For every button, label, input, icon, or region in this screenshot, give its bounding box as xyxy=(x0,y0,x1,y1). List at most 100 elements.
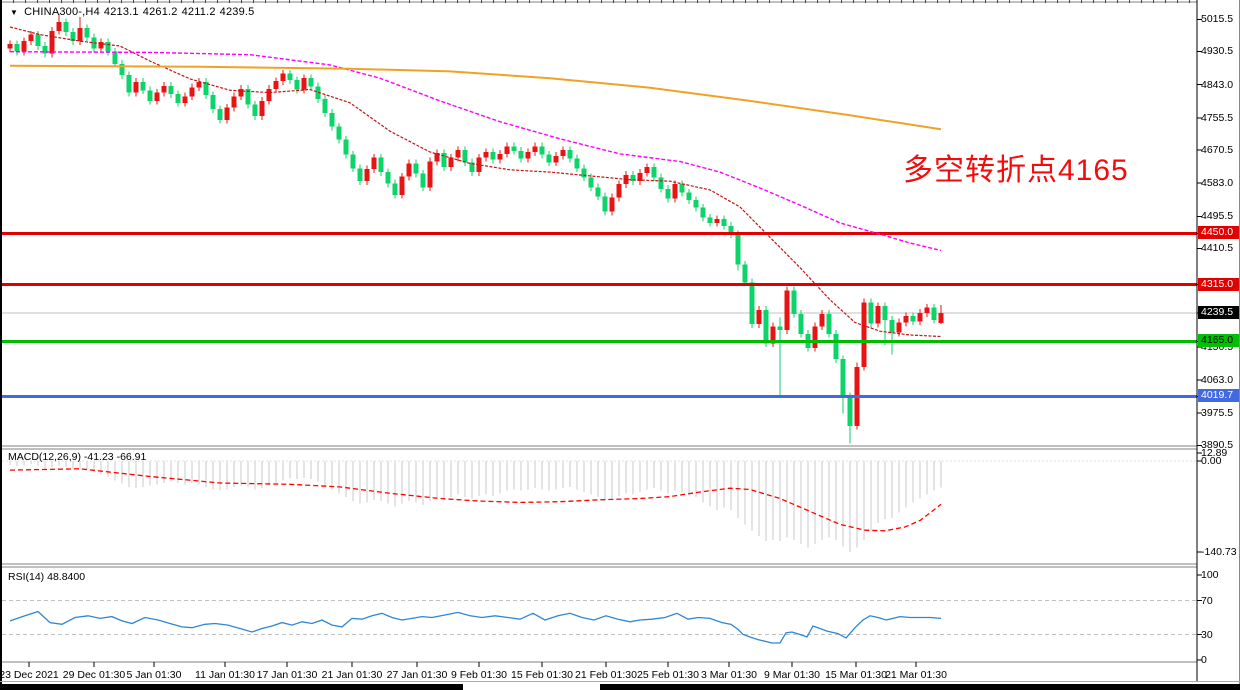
candle-body xyxy=(679,184,685,193)
candle-body xyxy=(700,207,706,218)
price-axis-label: 5015.5 xyxy=(1201,13,1234,26)
candle-body xyxy=(742,264,748,283)
candle-body xyxy=(630,174,636,182)
date-label: 29 Dec 01:30 xyxy=(62,669,126,681)
candle-body xyxy=(329,113,335,127)
candle-body xyxy=(525,152,531,159)
chart-header: ▼ CHINA300-,H4 4213.1 4261.2 4211.2 4239… xyxy=(10,6,255,18)
candle-body xyxy=(168,85,174,95)
candle-body xyxy=(434,153,440,162)
footer-strip-segment xyxy=(600,684,1240,690)
candle-body xyxy=(504,146,510,154)
candle-body xyxy=(497,153,503,160)
candle-body xyxy=(490,152,496,160)
footer-divider xyxy=(0,681,1240,682)
text-annotation[interactable]: 多空转折点4165 xyxy=(903,154,1129,187)
candle-body xyxy=(266,88,272,101)
candle-body xyxy=(322,99,328,114)
candle-body xyxy=(791,290,797,314)
candle-body xyxy=(672,184,678,199)
candle-body xyxy=(812,326,818,348)
candle-body xyxy=(861,302,867,367)
candle-body xyxy=(56,22,62,31)
candle-body xyxy=(448,157,454,168)
footer-strip-segment xyxy=(0,684,463,690)
ohlc-low: 4211.2 xyxy=(181,6,216,18)
candle-body xyxy=(259,100,265,117)
price-badge-4450.0: 4450.0 xyxy=(1198,226,1239,240)
candle-body xyxy=(84,28,90,38)
macd-main-value: -41.23 xyxy=(83,451,114,463)
candle-body xyxy=(245,88,251,105)
candle-body xyxy=(658,177,664,189)
candle-body xyxy=(588,177,594,188)
candle-body xyxy=(847,396,853,426)
candle-body xyxy=(210,95,216,110)
candle-body xyxy=(609,197,615,212)
price-badge-4315.0: 4315.0 xyxy=(1198,277,1239,291)
candle-body xyxy=(910,316,916,322)
candle-body xyxy=(455,150,461,158)
candle-body xyxy=(532,146,538,153)
candle-body xyxy=(21,41,27,52)
candle-body xyxy=(483,152,489,158)
macd-axis-label: 12.89 xyxy=(1201,447,1228,459)
candle-body xyxy=(518,150,524,159)
candle-body xyxy=(49,30,55,54)
price-axis-label: 4410.5 xyxy=(1201,242,1234,255)
macd-signal-value: -66.91 xyxy=(116,451,147,463)
ohlc-open: 4213.1 xyxy=(103,6,139,18)
candle-body xyxy=(413,163,419,174)
candle-body xyxy=(273,81,279,89)
candle-body xyxy=(903,316,909,323)
candle-body xyxy=(749,282,755,325)
candle-body xyxy=(896,322,902,333)
candle-body xyxy=(644,167,650,173)
rsi-line xyxy=(9,610,942,644)
candle-body xyxy=(777,326,783,331)
candle-body xyxy=(196,81,202,88)
candle-body xyxy=(301,78,307,90)
candle-body xyxy=(98,42,104,49)
price-axis-label: 4843.0 xyxy=(1201,78,1234,91)
candle-body xyxy=(238,88,244,97)
date-label: 9 Mar 01:30 xyxy=(763,669,821,681)
candle-body xyxy=(28,34,34,42)
candle-body xyxy=(308,78,314,87)
candle-body xyxy=(154,92,160,101)
candle-body xyxy=(686,192,692,201)
ma-slow-line xyxy=(9,64,942,131)
candle-body xyxy=(826,313,832,334)
rsi-indicator-label: RSI(14) 48.8400 xyxy=(8,571,86,583)
rsi-value: 48.8400 xyxy=(47,571,86,583)
price-axis-label: 4930.5 xyxy=(1201,45,1234,58)
window-left-border xyxy=(0,0,2,684)
candle-body xyxy=(462,150,468,163)
candle-body xyxy=(112,51,118,64)
candle-body xyxy=(105,42,111,52)
date-label: 3 Mar 01:30 xyxy=(700,669,758,681)
candle-body xyxy=(441,153,447,168)
symbol-timeframe-label: CHINA300-,H4 xyxy=(24,6,100,18)
candle-body xyxy=(14,44,20,52)
candle-body xyxy=(203,81,209,96)
price-badge-4019.7: 4019.7 xyxy=(1198,389,1239,403)
price-axis-label: 4495.5 xyxy=(1201,210,1234,223)
rsi-axis-label: 100 xyxy=(1201,569,1219,581)
date-label: 5 Jan 01:30 xyxy=(126,669,182,681)
candle-body xyxy=(469,162,475,173)
price-axis-label: 3890.5 xyxy=(1201,439,1234,452)
candle-body xyxy=(147,90,153,101)
date-label: 25 Feb 01:30 xyxy=(637,669,699,681)
ohlc-high: 4261.2 xyxy=(142,6,178,18)
date-label: 15 Mar 01:30 xyxy=(825,669,887,681)
candle-body xyxy=(350,154,356,169)
price-axis-label: 4583.0 xyxy=(1201,177,1234,190)
symbol-dropdown-icon[interactable]: ▼ xyxy=(10,7,19,17)
candle-body xyxy=(637,172,643,182)
candle-body xyxy=(399,176,405,195)
date-label: 11 Jan 01:30 xyxy=(195,669,255,681)
ma-mid-line xyxy=(9,51,942,252)
candle-body xyxy=(252,104,258,117)
